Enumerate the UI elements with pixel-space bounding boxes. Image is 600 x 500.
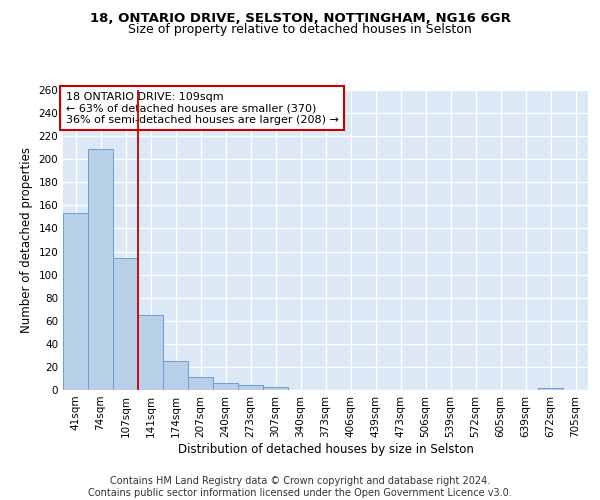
Y-axis label: Number of detached properties: Number of detached properties — [20, 147, 33, 333]
X-axis label: Distribution of detached houses by size in Selston: Distribution of detached houses by size … — [178, 442, 473, 456]
Bar — [113, 258, 138, 390]
Text: 18, ONTARIO DRIVE, SELSTON, NOTTINGHAM, NG16 6GR: 18, ONTARIO DRIVE, SELSTON, NOTTINGHAM, … — [89, 12, 511, 26]
Bar — [163, 361, 188, 390]
Text: Contains HM Land Registry data © Crown copyright and database right 2024.
Contai: Contains HM Land Registry data © Crown c… — [88, 476, 512, 498]
Bar — [88, 149, 113, 390]
Bar — [63, 214, 88, 390]
Bar — [538, 388, 563, 390]
Bar — [188, 378, 213, 390]
Bar — [263, 386, 288, 390]
Bar — [238, 386, 263, 390]
Text: Size of property relative to detached houses in Selston: Size of property relative to detached ho… — [128, 22, 472, 36]
Bar — [213, 383, 238, 390]
Text: 18 ONTARIO DRIVE: 109sqm
← 63% of detached houses are smaller (370)
36% of semi-: 18 ONTARIO DRIVE: 109sqm ← 63% of detach… — [65, 92, 338, 124]
Bar — [138, 315, 163, 390]
